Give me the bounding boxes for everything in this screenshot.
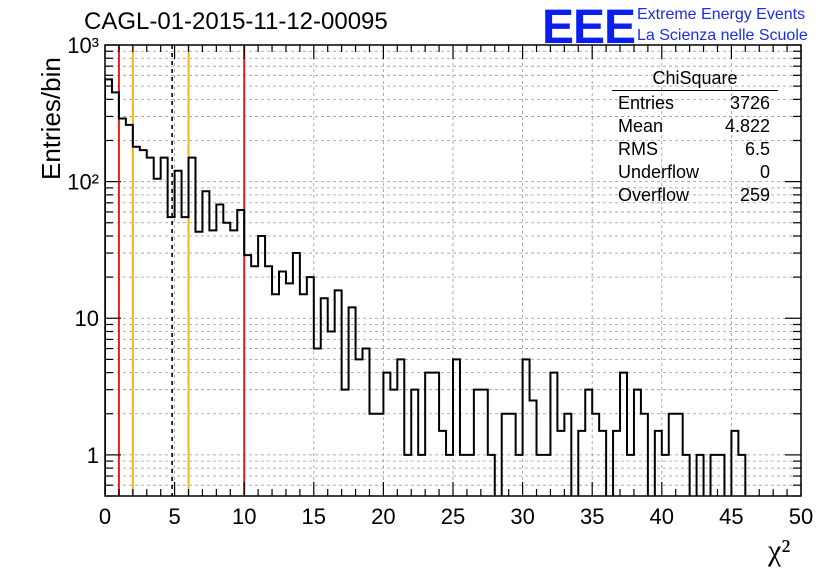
stats-row: Overflow 259 <box>612 185 778 208</box>
x-tick-label: 0 <box>99 504 111 529</box>
stats-label: Overflow <box>618 185 690 205</box>
stats-label: Mean <box>618 116 664 136</box>
y-axis-label: Entries/bin <box>36 57 66 180</box>
stats-value: 3726 <box>729 93 770 113</box>
x-tick-label: 35 <box>580 504 604 529</box>
y-tick-label: 10² <box>67 170 99 195</box>
brand-line-2: La Scienza nelle Scuole <box>637 27 808 44</box>
y-tick-label: 1 <box>87 443 99 468</box>
x-tick-label: 30 <box>510 504 534 529</box>
x-tick-label: 50 <box>789 504 813 529</box>
x-tick-label: 45 <box>719 504 743 529</box>
y-axis-label-box: Entries/bin <box>8 52 66 182</box>
x-tick-label: 25 <box>441 504 465 529</box>
x-tick-label: 20 <box>371 504 395 529</box>
stats-value: 4.822 <box>724 116 770 136</box>
stats-label: Entries <box>618 93 675 113</box>
stats-label: RMS <box>618 139 658 159</box>
stats-label: Underflow <box>618 162 700 182</box>
y-tick-label: 10 <box>75 306 99 331</box>
x-tick-label: 40 <box>650 504 674 529</box>
stats-value: 0 <box>759 162 770 182</box>
stats-row: Underflow 0 <box>612 162 778 185</box>
brand-line-1: Extreme Energy Events <box>637 6 806 23</box>
x-tick-label: 15 <box>302 504 326 529</box>
stats-row: RMS 6.5 <box>612 139 778 162</box>
x-axis-label: χ² <box>768 534 791 567</box>
stats-box-title: ChiSquare <box>612 68 778 91</box>
eee-logo: EEE <box>542 1 636 54</box>
x-tick-label: 5 <box>168 504 180 529</box>
stats-row: Entries 3726 <box>612 93 778 116</box>
stats-box: ChiSquare Entries 3726 Mean 4.822 RMS 6.… <box>612 68 778 208</box>
stats-value: 259 <box>739 185 770 205</box>
x-tick-label: 10 <box>232 504 256 529</box>
chart-title: CAGL-01-2015-11-12-00095 <box>84 8 388 35</box>
stats-value: 6.5 <box>744 139 770 159</box>
histogram-series-line <box>105 78 747 496</box>
stats-row: Mean 4.822 <box>612 116 778 139</box>
y-tick-label: 10³ <box>67 33 99 58</box>
brand-text: Extreme Energy Events La Scienza nelle S… <box>637 4 808 46</box>
